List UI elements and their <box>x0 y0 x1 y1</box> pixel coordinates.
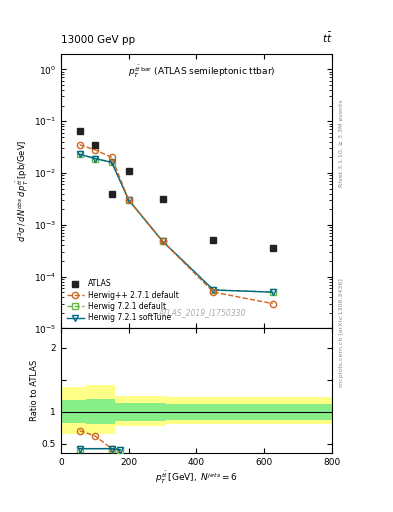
Y-axis label: $d^2\sigma\,/\,dN^{obs}\,d\,p^{t\bar{t}}_T\,[\mathrm{pb/GeV}]$: $d^2\sigma\,/\,dN^{obs}\,d\,p^{t\bar{t}}… <box>15 140 31 242</box>
Y-axis label: Ratio to ATLAS: Ratio to ATLAS <box>30 360 39 421</box>
Text: ATLAS_2019_I1750330: ATLAS_2019_I1750330 <box>158 308 246 317</box>
Text: $p_T^{t\bar{t}\,\mathrm{bar}}$ (ATLAS semileptonic ttbar): $p_T^{t\bar{t}\,\mathrm{bar}}$ (ATLAS se… <box>128 63 276 79</box>
Text: mcplots.cern.ch [arXiv:1306.3436]: mcplots.cern.ch [arXiv:1306.3436] <box>339 279 344 387</box>
Text: 13000 GeV pp: 13000 GeV pp <box>61 35 135 45</box>
Text: Rivet 3.1.10, ≥ 3.3M events: Rivet 3.1.10, ≥ 3.3M events <box>339 99 344 187</box>
Text: $t\bar{t}$: $t\bar{t}$ <box>321 31 332 45</box>
Legend: ATLAS, Herwig++ 2.7.1 default, Herwig 7.2.1 default, Herwig 7.2.1 softTune: ATLAS, Herwig++ 2.7.1 default, Herwig 7.… <box>65 277 181 325</box>
X-axis label: $p^{t\bar{t}}_T\,[\mathrm{GeV}],\;N^{jets}=6$: $p^{t\bar{t}}_T\,[\mathrm{GeV}],\;N^{jet… <box>155 470 238 486</box>
